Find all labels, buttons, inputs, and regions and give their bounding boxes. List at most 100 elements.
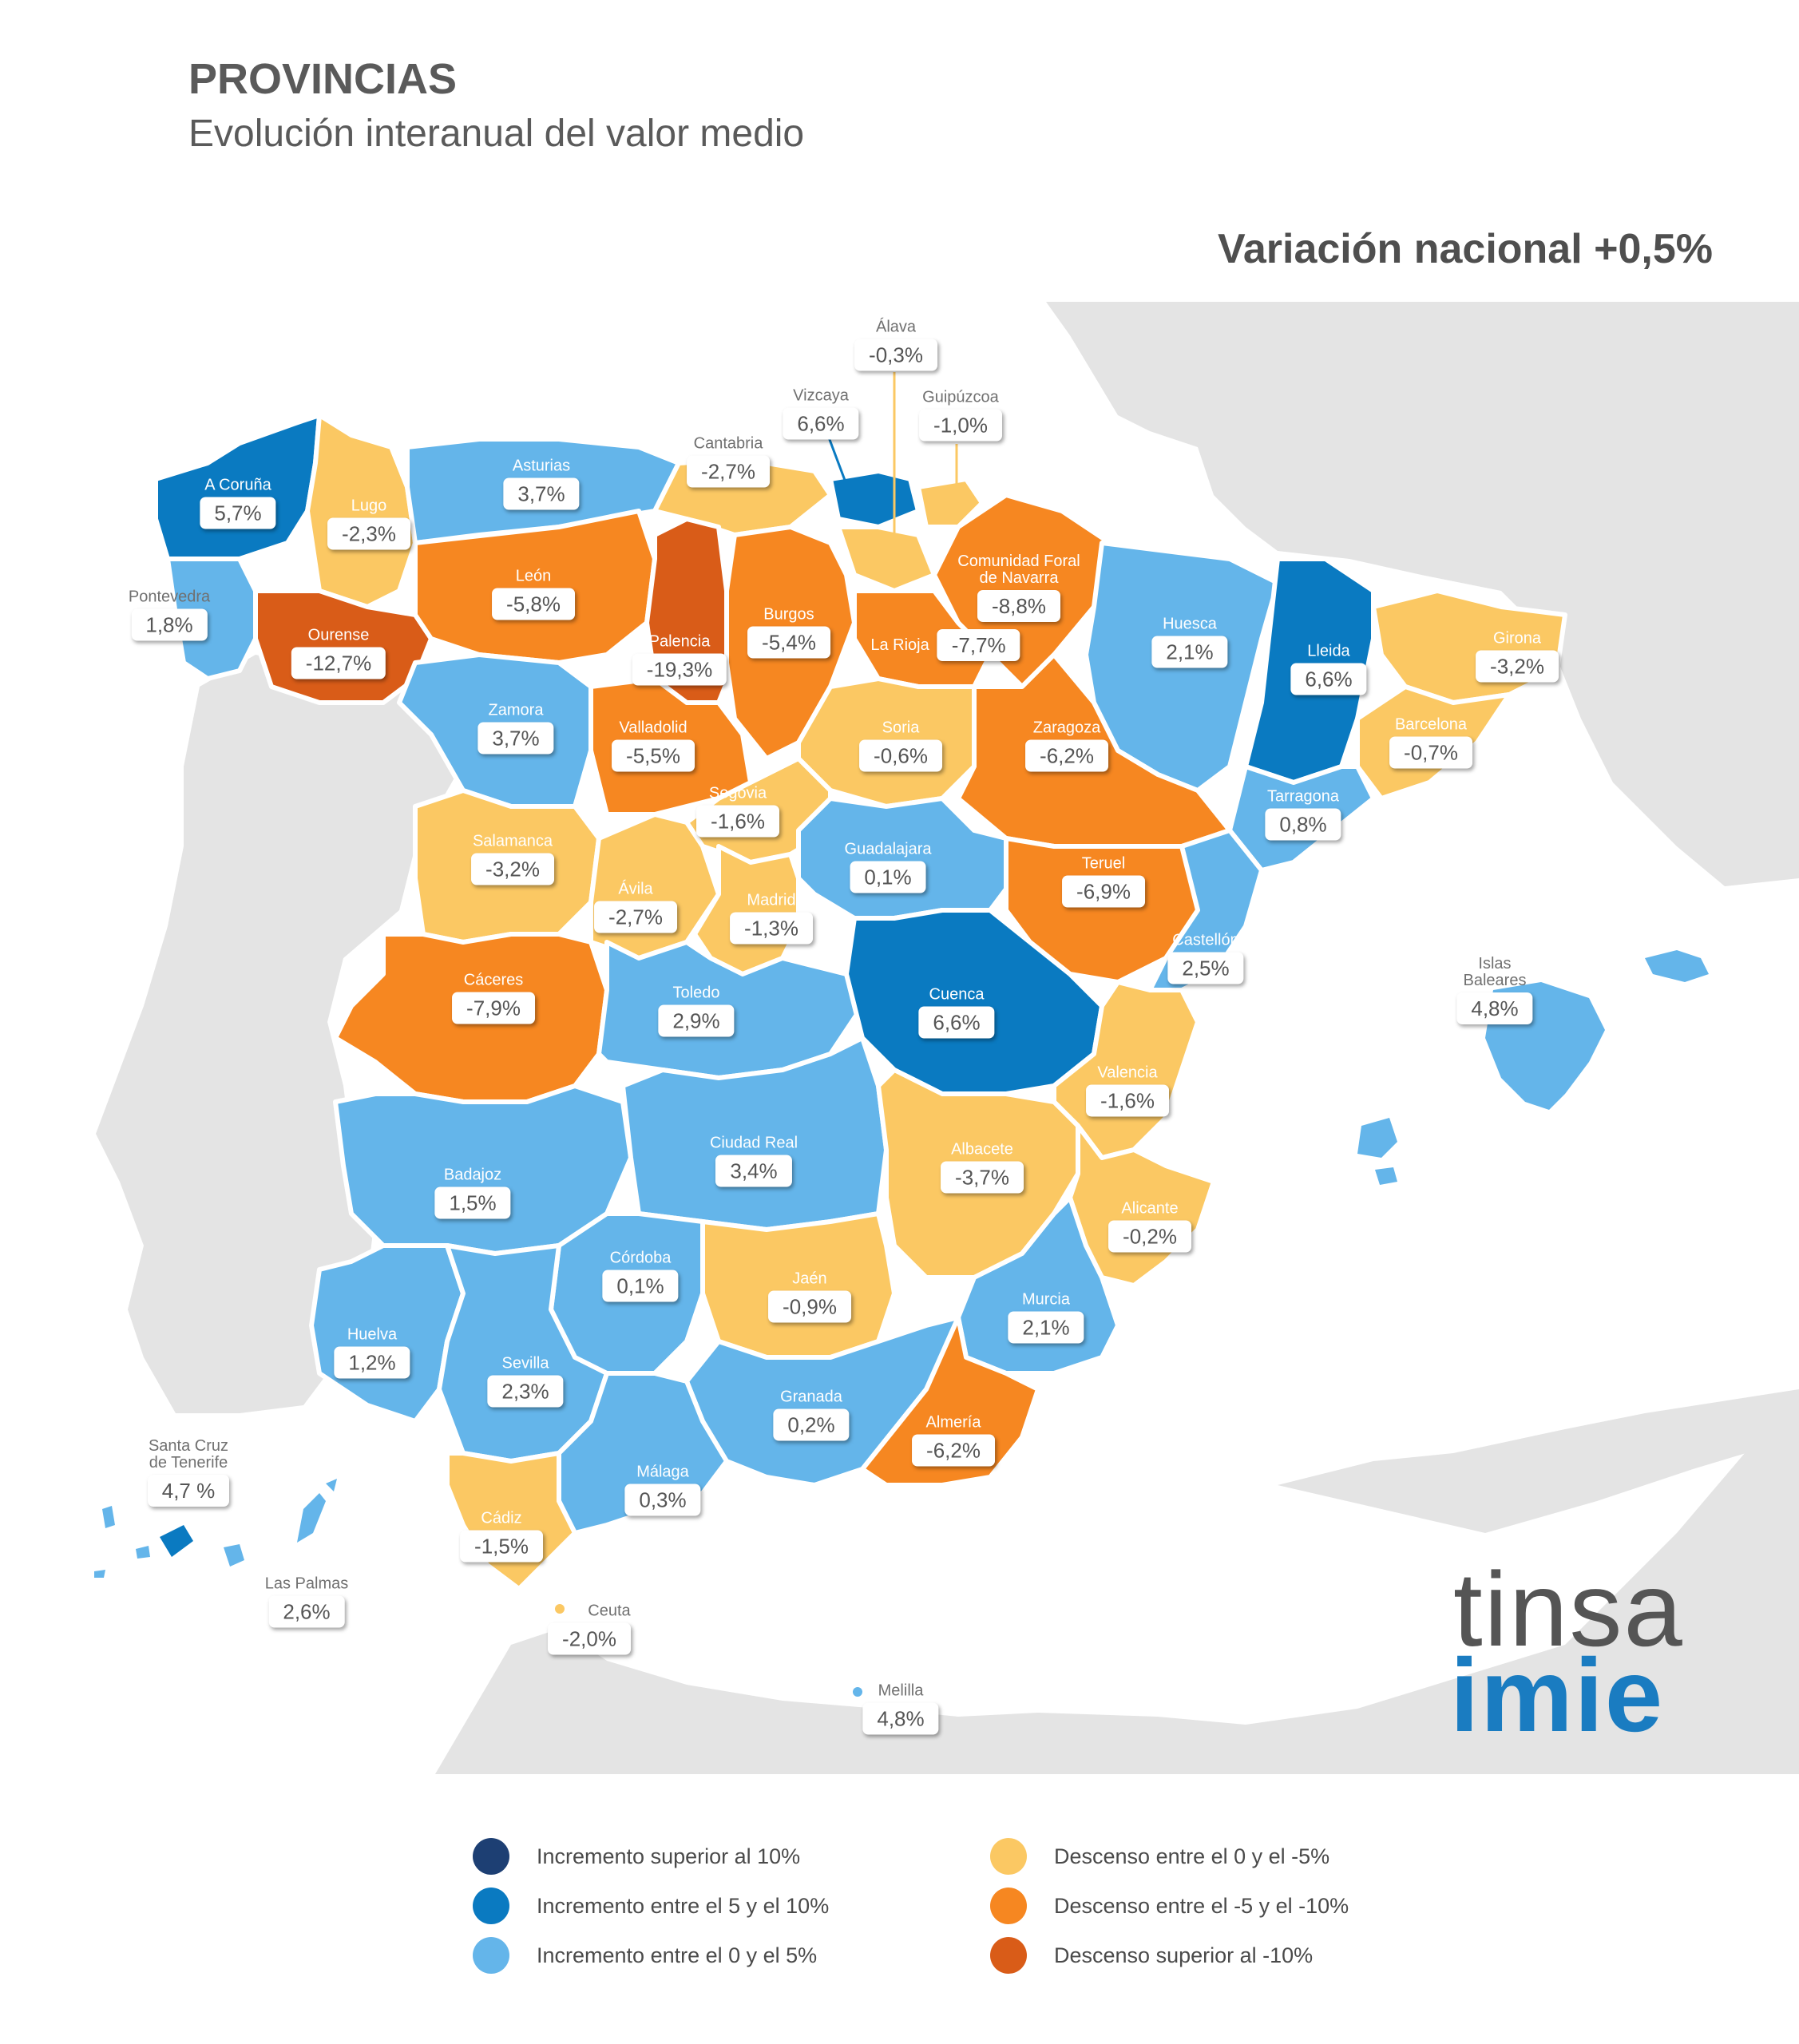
province-name: Granada <box>780 1388 842 1406</box>
province-value: 0,8% <box>1265 808 1341 841</box>
province-name: Guadalajara <box>844 840 932 858</box>
province-value: 6,6% <box>1290 663 1367 695</box>
legend-swatch <box>990 1888 1027 1924</box>
page-title: PROVINCIAS <box>188 55 458 103</box>
province-name: Pontevedra <box>128 588 211 606</box>
province-value: -7,7% <box>937 629 1020 661</box>
province-name: Segovia <box>708 784 767 802</box>
region-lugo <box>305 413 418 609</box>
province-malaga: Málaga 0,3% <box>624 1464 701 1516</box>
province-value: -12,7% <box>291 647 386 679</box>
legend-label: Incremento entre el 0 y el 5% <box>537 1943 818 1967</box>
province-value: -5,4% <box>747 626 830 659</box>
province-murcia: Murcia 2,1% <box>1008 1291 1084 1344</box>
province-value: -5,5% <box>612 739 695 772</box>
province-girona: Girona -3,2% <box>1476 630 1559 683</box>
province-name: Cádiz <box>481 1509 522 1527</box>
province-guadalajara: Guadalajara 0,1% <box>844 840 932 893</box>
legend-item: Descenso entre el 0 y el -5% <box>990 1838 1329 1875</box>
province-name: Islas Baleares <box>1463 955 1527 989</box>
province-name: Lugo <box>351 497 387 515</box>
province-name: Jaén <box>792 1270 827 1288</box>
province-value: 2,9% <box>658 1004 735 1037</box>
province-value: 4,8% <box>862 1702 939 1735</box>
province-zaragoza: Zaragoza -6,2% <box>1025 719 1108 772</box>
province-name: Las Palmas <box>264 1575 349 1593</box>
province-value: 1,2% <box>334 1346 410 1379</box>
province-value: 0,1% <box>850 861 926 893</box>
province-name: Huesca <box>1163 615 1217 633</box>
province-soria: Soria -0,6% <box>859 719 942 772</box>
legend-item: Incremento superior al 10% <box>473 1838 800 1875</box>
province-name: Ceuta <box>588 1602 631 1620</box>
province-name: Comunidad Foral de Navarra <box>957 553 1080 587</box>
national-variation: Variación nacional +0,5% <box>1218 226 1713 272</box>
province-name: Lleida <box>1307 642 1350 660</box>
province-name: Zamora <box>488 701 544 719</box>
province-castellon: Castellón 2,5% <box>1167 931 1244 984</box>
province-ciudad-real: Ciudad Real 3,4% <box>710 1135 798 1187</box>
province-palencia: Palencia -19,3% <box>632 633 727 686</box>
province-value: 1,8% <box>131 608 208 641</box>
province-name: Barcelona <box>1394 715 1468 734</box>
region-badajoz <box>333 1083 633 1256</box>
province-madrid: Madrid -1,3% <box>730 892 813 945</box>
province-cuenca: Cuenca 6,6% <box>918 986 995 1039</box>
province-granada: Granada 0,2% <box>773 1388 850 1441</box>
province-value: -1,6% <box>696 805 779 838</box>
province-value: 2,5% <box>1167 952 1244 984</box>
province-value: -8,8% <box>977 590 1060 622</box>
province-cantabria: Cantabria -2,7% <box>687 435 770 488</box>
province-value: -0,3% <box>854 339 937 371</box>
province-ceuta: Ceuta -2,0% <box>548 1602 631 1655</box>
legend-item: Incremento entre el 0 y el 5% <box>473 1937 817 1974</box>
province-sevilla: Sevilla 2,3% <box>487 1355 564 1408</box>
province-name: Cáceres <box>463 971 524 989</box>
legend-item: Descenso entre el -5 y el -10% <box>990 1888 1349 1924</box>
province-alava: Álava -0,3% <box>854 319 937 371</box>
legend-item: Descenso superior al -10% <box>990 1937 1313 1974</box>
legend-swatch <box>473 1937 509 1974</box>
brand-logo-tinsa: tinsa <box>1453 1551 1684 1668</box>
province-name: Guipúzcoa <box>922 388 999 406</box>
province-value: -6,9% <box>1062 875 1145 908</box>
legend-swatch <box>473 1888 509 1924</box>
province-name: Alicante <box>1121 1199 1179 1218</box>
province-teruel: Teruel -6,9% <box>1062 855 1145 908</box>
province-value: -7,9% <box>452 992 535 1024</box>
province-navarra: Comunidad Foral de Navarra -8,8% <box>951 553 1087 622</box>
province-value: 0,2% <box>773 1408 850 1441</box>
province-segovia: Segovia -1,6% <box>696 784 779 838</box>
province-value: -0,2% <box>1108 1220 1191 1253</box>
africa-landmass <box>435 1389 1799 1774</box>
legend-swatch <box>990 1937 1027 1974</box>
province-value: -1,0% <box>919 409 1002 442</box>
province-valladolid: Valladolid -5,5% <box>612 719 695 772</box>
province-name: Valencia <box>1097 1064 1158 1082</box>
province-value: -2,0% <box>548 1622 631 1655</box>
province-value: 2,1% <box>1008 1311 1084 1344</box>
province-valencia: Valencia -1,6% <box>1086 1064 1169 1117</box>
province-name: Soria <box>882 719 920 737</box>
province-value: 1,5% <box>434 1186 511 1219</box>
region-le-n <box>413 509 657 665</box>
province-value: -2,3% <box>327 517 410 550</box>
province-value: -6,2% <box>1025 739 1108 772</box>
province-vizcaya: Vizcaya 6,6% <box>783 387 859 440</box>
province-value: -3,7% <box>941 1161 1024 1194</box>
province-name: Ciudad Real <box>709 1134 798 1152</box>
province-value: 6,6% <box>918 1006 995 1039</box>
province-lleida: Lleida 6,6% <box>1290 642 1367 695</box>
portugal-landmass <box>96 655 479 1413</box>
province-albacete: Albacete -3,7% <box>941 1141 1024 1194</box>
province-name: Ourense <box>307 626 370 644</box>
province-value: -2,7% <box>594 901 677 933</box>
province-a-coruna: A Coruña 5,7% <box>200 477 276 529</box>
legend-item: Incremento entre el 5 y el 10% <box>473 1888 829 1924</box>
province-value: 6,6% <box>783 407 859 440</box>
province-name: La Rioja <box>870 636 929 654</box>
province-value: -0,6% <box>859 739 942 772</box>
province-leon: León -5,8% <box>492 568 575 620</box>
province-value: 2,1% <box>1151 636 1228 668</box>
province-name: Castellón <box>1172 931 1239 949</box>
